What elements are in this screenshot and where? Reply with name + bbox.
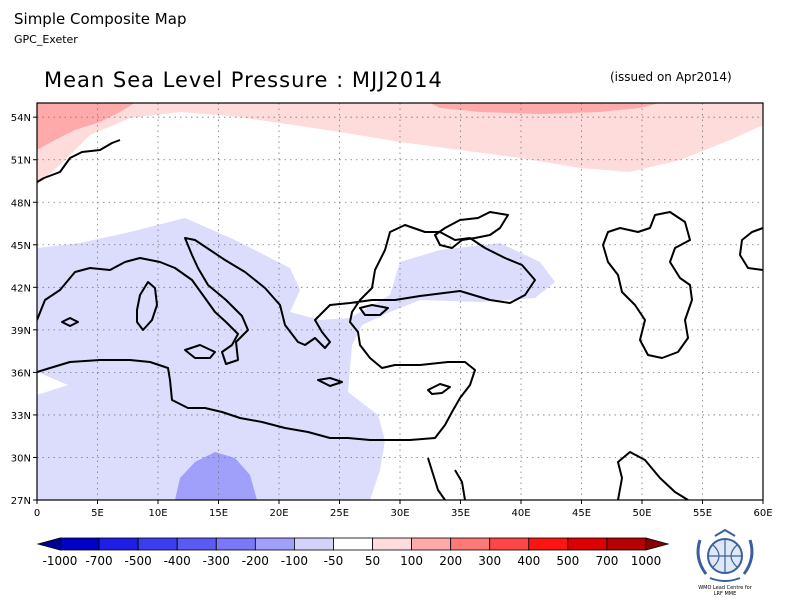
colorbar-label: 1000 xyxy=(631,554,662,568)
lat-label: 42N xyxy=(11,283,31,294)
colorbar-label: -100 xyxy=(281,554,308,568)
header-subtitle: GPC_Exeter xyxy=(14,33,78,46)
colorbar-label: -500 xyxy=(125,554,152,568)
lon-label: 0 xyxy=(34,508,40,519)
colorbar-label: 500 xyxy=(556,554,579,568)
colorbar-label: 200 xyxy=(439,554,462,568)
colorbar-label: -50 xyxy=(324,554,344,568)
logo-caption-line1: WMO Lead Centre for xyxy=(698,585,752,591)
colorbar-labels: -1000 -700 -500 -400 -300 -200 -100 -50 50 100 200… xyxy=(43,554,662,568)
colorbar-swatch xyxy=(293,537,334,551)
lon-label: 35E xyxy=(451,508,470,519)
colorbar-swatch xyxy=(98,537,139,551)
colorbar-swatch xyxy=(567,537,608,551)
lat-label: 30N xyxy=(11,453,31,464)
negative-anomaly-core xyxy=(175,452,257,500)
colorbar-swatch xyxy=(254,537,295,551)
lat-label: 27N xyxy=(11,496,31,507)
colorbar-high-arrow xyxy=(645,537,670,551)
lat-label: 51N xyxy=(11,156,31,167)
positive-anomaly-core xyxy=(37,103,135,150)
colorbar-swatch xyxy=(176,537,217,551)
lon-label: 25E xyxy=(330,508,349,519)
wmo-logo: WMO Lead Centre for LRF MME xyxy=(688,528,762,598)
positive-anomaly-core-east xyxy=(430,103,660,114)
lat-label: 36N xyxy=(11,368,31,379)
colorbar-label: -700 xyxy=(85,554,112,568)
colorbar-label: -300 xyxy=(203,554,230,568)
lat-label: 33N xyxy=(11,411,31,422)
colorbar-swatch xyxy=(215,537,256,551)
longitude-axis: 0 5E 10E 15E 20E 25E 30E 35E 40E 45E 50E 55E 60E xyxy=(34,500,773,519)
header-title: Simple Composite Map xyxy=(14,10,187,28)
lon-label: 5E xyxy=(91,508,104,519)
lon-label: 45E xyxy=(572,508,591,519)
colorbar-swatch xyxy=(137,537,178,551)
colorbar-low-arrow xyxy=(36,537,61,551)
colorbar-swatch xyxy=(372,537,412,551)
colorbar-label: -1000 xyxy=(43,554,78,568)
lat-label: 48N xyxy=(11,198,31,209)
lon-label: 15E xyxy=(209,508,228,519)
colorbar-swatch xyxy=(333,537,373,551)
colorbar-swatch xyxy=(59,537,100,551)
issued-date: (issued on Apr2014) xyxy=(610,70,732,84)
lon-label: 20E xyxy=(269,508,288,519)
logo-caption-line2: LRF MME xyxy=(713,591,737,597)
colorbar-swatch xyxy=(528,537,569,551)
colorbar-label: 100 xyxy=(400,554,423,568)
colorbar xyxy=(36,537,670,551)
lon-label: 30E xyxy=(390,508,409,519)
lon-label: 40E xyxy=(511,508,530,519)
lon-label: 55E xyxy=(693,508,712,519)
negative-anomaly-region xyxy=(37,218,555,500)
lon-label: 10E xyxy=(148,508,167,519)
colorbar-label: 300 xyxy=(478,554,501,568)
colorbar-label: -200 xyxy=(242,554,269,568)
colorbar-swatch xyxy=(450,537,491,551)
lon-label: 50E xyxy=(632,508,651,519)
colorbar-swatch xyxy=(489,537,530,551)
lon-label: 60E xyxy=(753,508,772,519)
map-plot-area xyxy=(37,103,763,500)
lat-label: 39N xyxy=(11,326,31,337)
wmo-emblem-icon xyxy=(696,528,754,582)
coastlines xyxy=(37,139,763,500)
colorbar-swatch xyxy=(606,537,647,551)
colorbar-label: 50 xyxy=(365,554,380,568)
latitude-axis: 54N 51N 48N 45N 42N 39N 36N 33N 30N 27N xyxy=(11,113,37,507)
colorbar-swatch xyxy=(411,537,452,551)
lat-label: 54N xyxy=(11,113,31,124)
colorbar-label: -400 xyxy=(164,554,191,568)
lat-label: 45N xyxy=(11,241,31,252)
map-title: Mean Sea Level Pressure : MJJ2014 xyxy=(44,68,443,92)
colorbar-label: 400 xyxy=(517,554,540,568)
colorbar-label: 700 xyxy=(595,554,618,568)
